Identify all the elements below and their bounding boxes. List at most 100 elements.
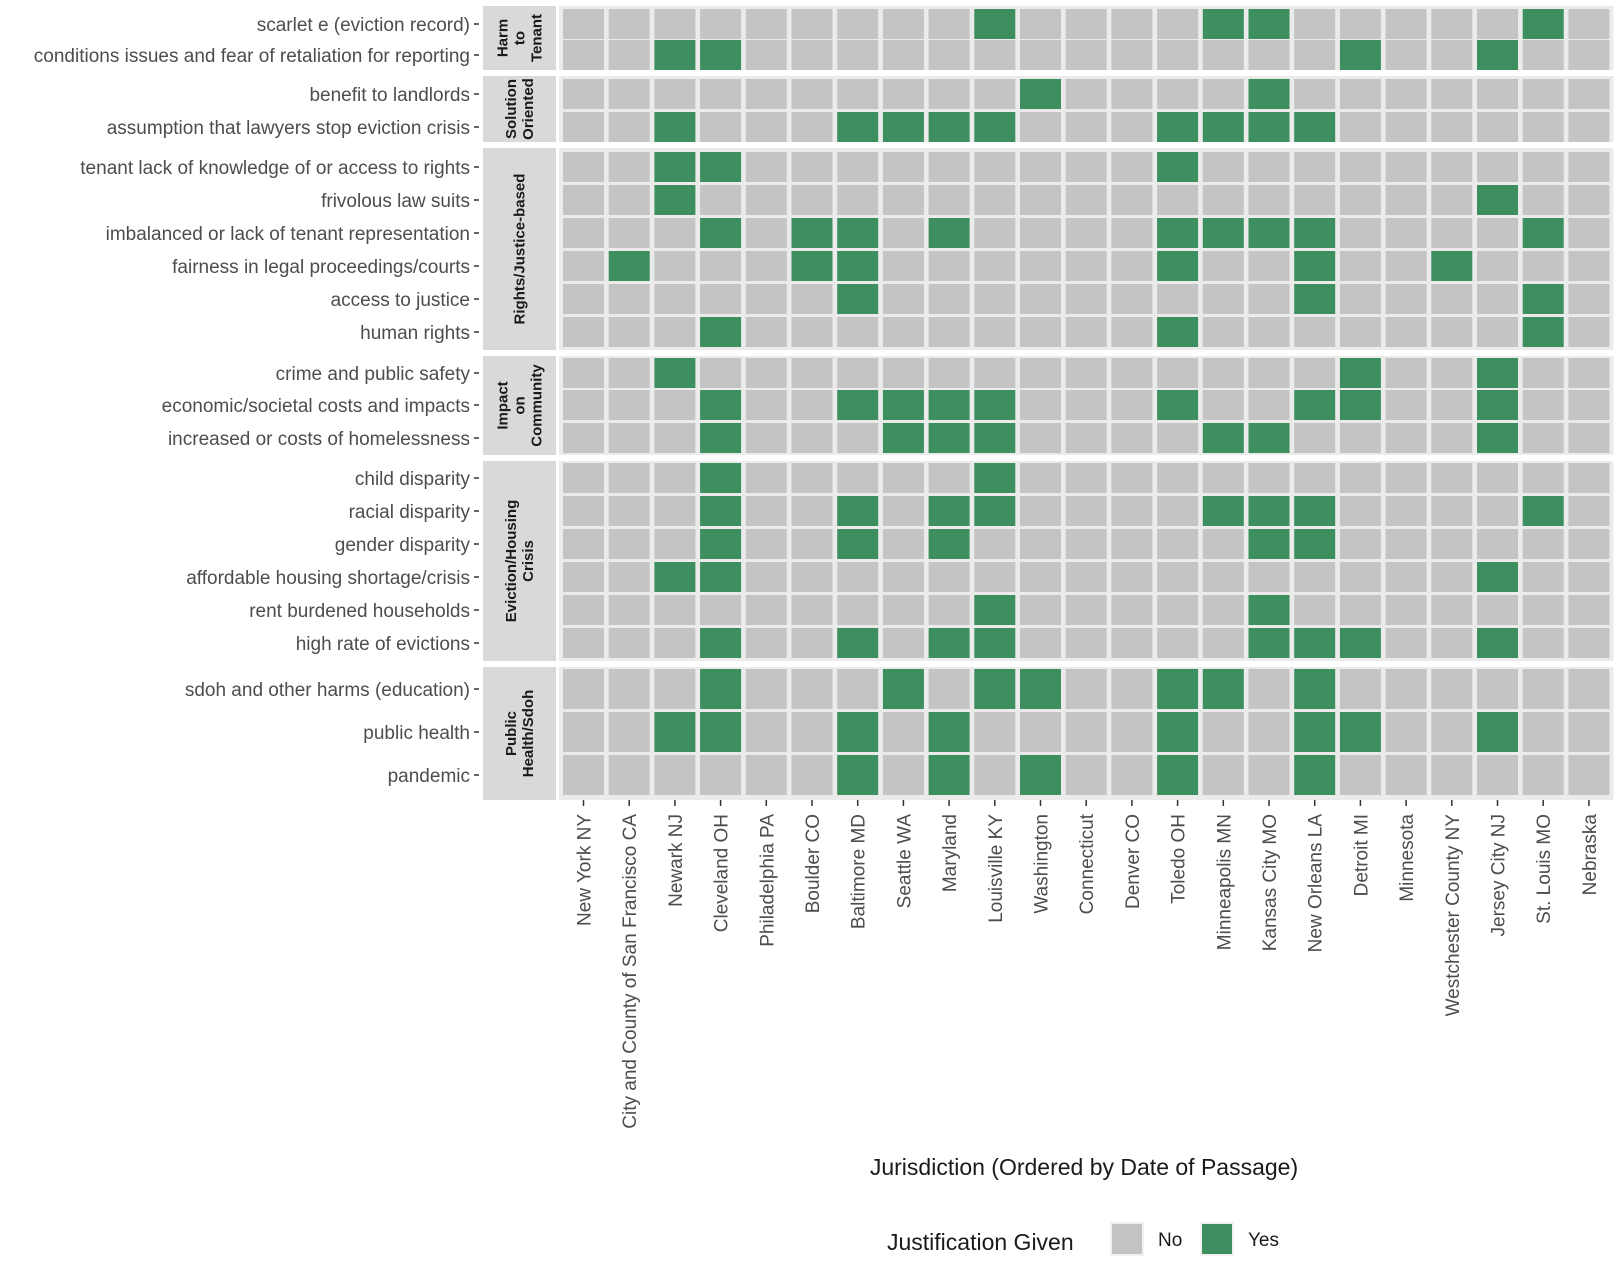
heatmap-row: pandemic [388, 755, 1610, 795]
heatmap-cell [837, 152, 879, 182]
heatmap-cell [1294, 390, 1336, 420]
heatmap-cell [791, 562, 833, 592]
heatmap-cell [1020, 9, 1061, 39]
heatmap-cell [1157, 185, 1199, 215]
row-label: high rate of evictions [296, 634, 470, 655]
legend-swatch-no [1112, 1224, 1142, 1254]
heatmap-cell [1294, 755, 1336, 795]
heatmap-cell [1020, 40, 1061, 70]
heatmap-cell [882, 9, 924, 39]
heatmap-cell [791, 9, 833, 39]
panel-public-health-sdoh: PublicHealth/Sdoh sdoh and other harms (e… [185, 667, 1614, 800]
heatmap-cell [1294, 463, 1336, 493]
heatmap-cell [608, 218, 650, 248]
panel-harm-to-tenant: HarmtoTenant scarlet e (eviction record) c… [34, 6, 1614, 70]
heatmap-cell [1385, 529, 1427, 559]
column-label: Philadelphia PA [757, 814, 778, 947]
heatmap-cell [974, 529, 1016, 559]
heatmap-cell [1568, 185, 1610, 215]
x-axis-title: Jurisdiction (Ordered by Date of Passage… [870, 1154, 1298, 1180]
heatmap-cell [928, 251, 970, 281]
heatmap-cell [608, 9, 650, 39]
heatmap-cell [1248, 755, 1290, 795]
heatmap-cell [1339, 463, 1381, 493]
heatmap-cell [791, 40, 833, 70]
heatmap-cell [1385, 358, 1427, 388]
heatmap-row: frivolous law suits [321, 185, 1610, 215]
legend: Justification Given No Yes [887, 1222, 1279, 1256]
heatmap-cell [1431, 390, 1473, 420]
heatmap-cell [1339, 185, 1381, 215]
heatmap-cell [745, 595, 787, 625]
heatmap-cell [654, 9, 696, 39]
heatmap-cell [1568, 712, 1610, 752]
heatmap-cell [882, 185, 924, 215]
heatmap-cell [1065, 251, 1107, 281]
heatmap-cell [791, 628, 833, 658]
heatmap-cell [1522, 529, 1564, 559]
heatmap-cell [1020, 529, 1061, 559]
heatmap-cell [1157, 712, 1199, 752]
heatmap-cell [563, 317, 604, 347]
heatmap-cell [837, 423, 879, 453]
heatmap-row: high rate of evictions [296, 628, 1610, 658]
heatmap-cell [1385, 669, 1427, 709]
heatmap-cell [882, 152, 924, 182]
heatmap-cell [1111, 423, 1153, 453]
heatmap-cell [1248, 79, 1290, 109]
heatmap-cell [1477, 185, 1518, 215]
heatmap-cell [1111, 9, 1153, 39]
heatmap-cell [1385, 251, 1427, 281]
heatmap-cell [745, 40, 787, 70]
heatmap-cell [563, 423, 604, 453]
heatmap-cell [1065, 755, 1107, 795]
heatmap-cell [1020, 218, 1061, 248]
heatmap-cell [928, 358, 970, 388]
heatmap-cell [1157, 595, 1199, 625]
facet-strip [483, 461, 556, 661]
heatmap-cell [563, 284, 604, 314]
heatmap-cell [700, 112, 742, 142]
heatmap-cell [1111, 595, 1153, 625]
heatmap-cell [1294, 628, 1336, 658]
heatmap-cell [1431, 152, 1473, 182]
heatmap-cell [1065, 712, 1107, 752]
heatmap-cell [1111, 79, 1153, 109]
heatmap-cell [1157, 251, 1199, 281]
facet-strip [483, 356, 556, 455]
heatmap-cell [1522, 423, 1564, 453]
heatmap-cell [928, 152, 970, 182]
heatmap-cell [974, 595, 1016, 625]
heatmap-cell [1385, 423, 1427, 453]
heatmap-cell [1202, 390, 1244, 420]
heatmap-cell [1522, 112, 1564, 142]
heatmap-cell [1339, 423, 1381, 453]
heatmap-cell [1522, 496, 1564, 526]
heatmap-cell [1431, 496, 1473, 526]
heatmap-cell [700, 712, 742, 752]
legend-title: Justification Given [887, 1229, 1074, 1255]
heatmap-cell [1522, 284, 1564, 314]
column-label: Minnesota [1397, 814, 1418, 902]
heatmap-cell [608, 152, 650, 182]
heatmap-cell [700, 358, 742, 388]
heatmap-cell [563, 712, 604, 752]
heatmap-row: sdoh and other harms (education) [185, 669, 1610, 709]
legend-label-yes: Yes [1248, 1230, 1279, 1251]
heatmap-cell [1522, 185, 1564, 215]
heatmap-cell [1020, 251, 1061, 281]
heatmap-cell [745, 628, 787, 658]
heatmap-cell [745, 358, 787, 388]
heatmap-cell [608, 251, 650, 281]
heatmap-cell [1431, 423, 1473, 453]
heatmap-cell [1294, 218, 1336, 248]
heatmap-cell [1477, 669, 1518, 709]
heatmap-cell [654, 423, 696, 453]
heatmap-cell [928, 390, 970, 420]
heatmap-cell [563, 40, 604, 70]
heatmap-cell [837, 390, 879, 420]
heatmap-cell [974, 463, 1016, 493]
heatmap-cell [1339, 595, 1381, 625]
heatmap-cell [1065, 562, 1107, 592]
